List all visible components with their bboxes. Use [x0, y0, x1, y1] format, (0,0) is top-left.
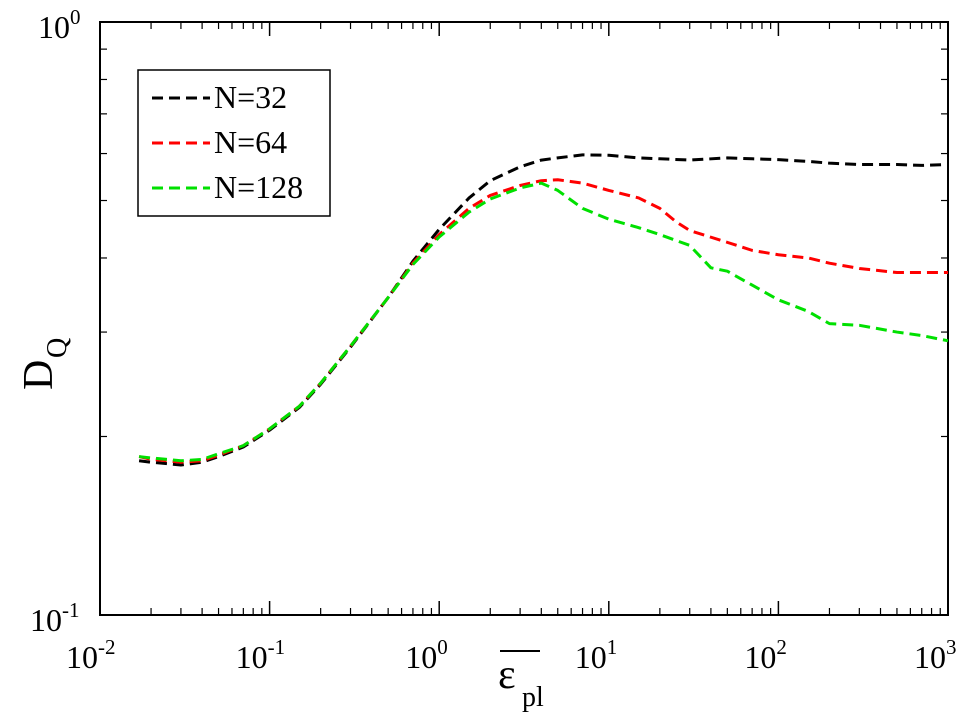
y-axis-label-main: D: [16, 360, 62, 390]
plot-frame: [99, 21, 949, 616]
series-line-n128: [138, 181, 949, 463]
legend: N=32 N=64 N=128: [137, 69, 331, 217]
x-tick-label: 10-2: [66, 635, 116, 675]
x-tick-label: 102: [744, 635, 787, 675]
y-axis-label: D Q: [16, 338, 73, 390]
x-tick-label: 103: [914, 635, 957, 675]
y-tick-label: 100: [38, 5, 81, 45]
x-tick-label: 101: [575, 635, 618, 675]
legend-label-n128: N=128: [214, 169, 303, 205]
minor-ticks: [99, 21, 949, 616]
x-tick-labels: 10-2 10-1 100 101 102 103: [66, 635, 957, 675]
x-axis-label-sub: pl: [522, 682, 544, 713]
plot-border: [99, 21, 949, 616]
y-tick-labels: 10-1 100: [30, 5, 81, 638]
legend-label-n32: N=32: [214, 79, 287, 115]
legend-label-n64: N=64: [214, 124, 287, 160]
series-layer: [138, 153, 949, 467]
y-tick-label: 10-1: [30, 598, 80, 638]
x-tick-label: 100: [405, 635, 448, 675]
y-axis-label-sub: Q: [42, 338, 73, 358]
x-axis-label-main: ε: [498, 652, 516, 698]
x-axis-label: ε pl: [498, 650, 544, 713]
x-tick-label: 10-1: [236, 635, 286, 675]
